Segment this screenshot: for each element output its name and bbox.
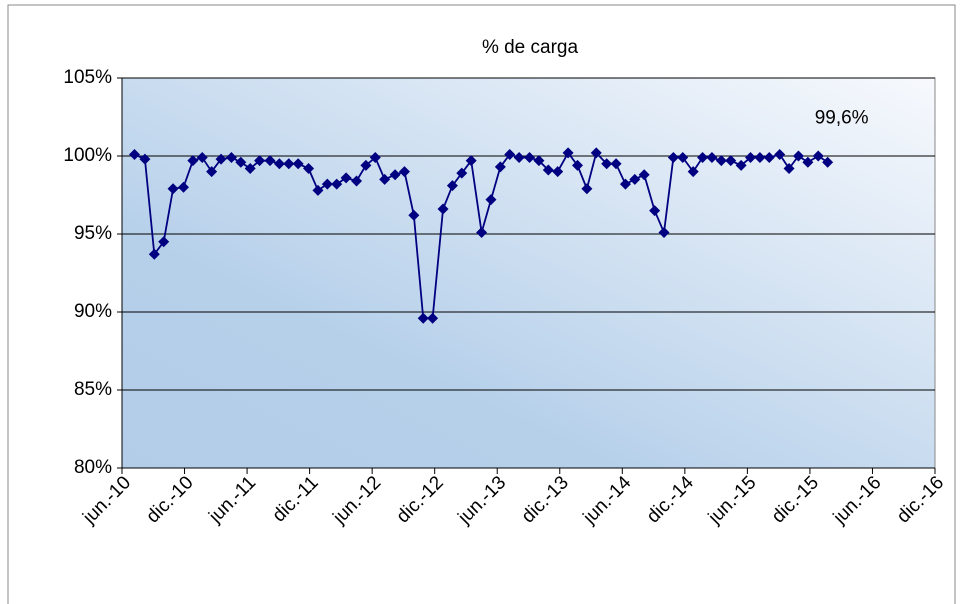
data-point	[427, 312, 439, 324]
data-point	[476, 226, 488, 238]
data-point	[389, 169, 401, 181]
data-point	[513, 152, 525, 164]
data-point	[524, 152, 536, 164]
data-point	[494, 161, 506, 173]
data-point	[638, 169, 650, 181]
data-point	[215, 153, 227, 165]
data-point	[465, 155, 477, 167]
data-point	[398, 166, 410, 178]
data-point	[264, 155, 276, 167]
data-point	[351, 175, 363, 187]
data-point	[360, 159, 372, 171]
data-point	[408, 209, 420, 221]
data-point	[235, 156, 247, 168]
data-point	[379, 173, 391, 185]
data-point	[783, 162, 795, 174]
data-point	[331, 178, 343, 190]
data-point	[562, 147, 574, 159]
y-tick-label: 90%	[74, 301, 112, 322]
data-point	[283, 158, 295, 170]
data-point	[590, 147, 602, 159]
data-point	[177, 181, 189, 193]
data-point	[629, 173, 641, 185]
data-point	[312, 184, 324, 196]
data-point	[619, 178, 631, 190]
data-point	[206, 166, 218, 178]
data-point	[187, 155, 199, 167]
data-point	[437, 203, 449, 215]
data-point	[667, 152, 679, 164]
data-point	[244, 162, 256, 174]
data-point	[167, 183, 179, 195]
data-point	[139, 153, 151, 165]
data-point	[792, 150, 804, 162]
data-point	[340, 172, 352, 184]
data-point	[677, 152, 689, 164]
data-point	[196, 152, 208, 164]
data-point	[552, 166, 564, 178]
data-point	[571, 159, 583, 171]
data-point	[697, 152, 709, 164]
data-point	[417, 312, 429, 324]
data-point	[303, 162, 315, 174]
data-point	[735, 159, 747, 171]
plot-area	[121, 77, 936, 469]
data-point	[802, 156, 814, 168]
data-point	[254, 155, 266, 167]
data-point	[687, 166, 699, 178]
data-point	[763, 152, 775, 164]
data-point	[292, 158, 304, 170]
data-label: 99,6%	[815, 107, 869, 128]
data-point	[533, 155, 545, 167]
data-point	[225, 152, 237, 164]
data-point	[610, 158, 622, 170]
data-point	[601, 158, 613, 170]
data-point	[774, 148, 786, 160]
data-point	[446, 180, 458, 192]
data-point	[581, 183, 593, 195]
data-point	[658, 226, 670, 238]
data-point	[148, 248, 160, 260]
y-tick-label: 80%	[74, 457, 112, 478]
data-point	[369, 152, 381, 164]
data-point	[822, 156, 834, 168]
chart-title: % de carga	[482, 37, 579, 58]
data-point	[812, 150, 824, 162]
data-point	[273, 158, 285, 170]
data-point	[706, 152, 718, 164]
data-point	[485, 194, 497, 206]
data-point	[321, 178, 333, 190]
y-tick-label: 105%	[63, 67, 112, 88]
data-point	[725, 155, 737, 167]
y-tick-label: 95%	[74, 223, 112, 244]
y-tick-label: 85%	[74, 379, 112, 400]
data-point	[504, 148, 516, 160]
data-point	[456, 167, 468, 179]
data-point	[129, 148, 141, 160]
y-tick-label: 100%	[63, 145, 112, 166]
data-point	[754, 152, 766, 164]
data-point	[745, 152, 757, 164]
data-point	[715, 155, 727, 167]
data-point	[649, 205, 661, 217]
data-point	[542, 164, 554, 176]
data-point	[158, 236, 170, 248]
